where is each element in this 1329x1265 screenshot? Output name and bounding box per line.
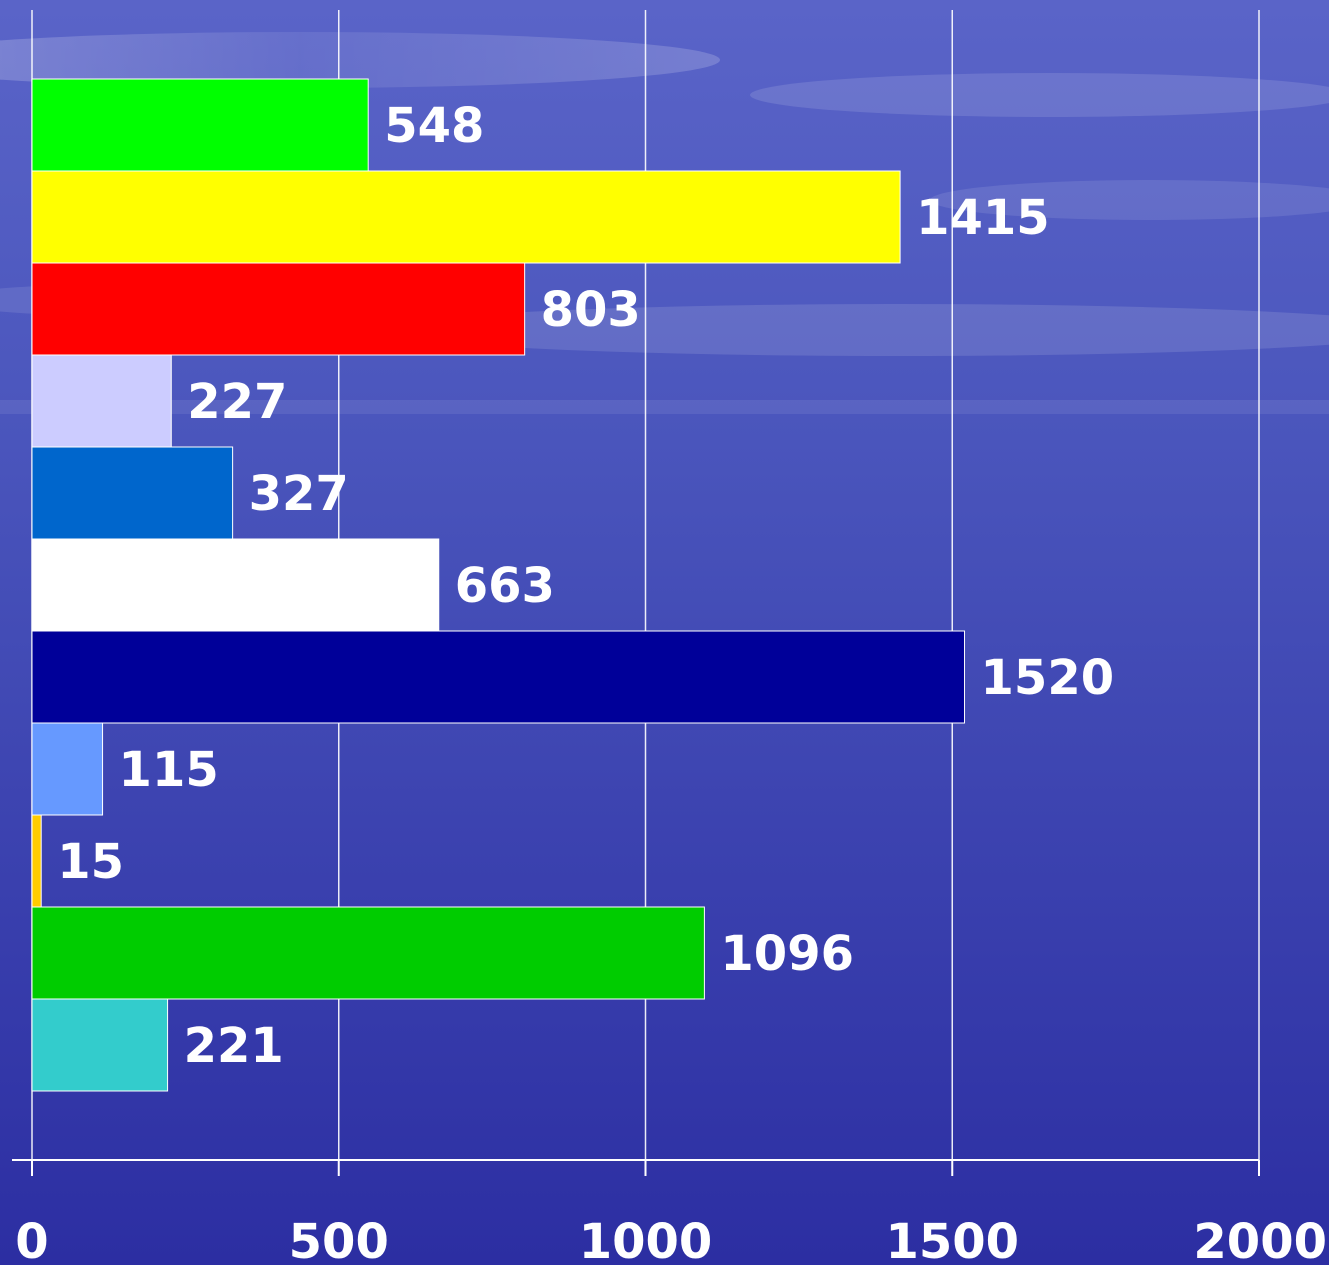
bar-11 [31,998,169,1092]
bar-2 [31,170,901,264]
data-label-10: 1096 [720,926,854,982]
data-label-6: 663 [455,558,555,614]
data-label-8: 115 [119,742,219,798]
bar-10 [31,906,705,1000]
bar-7 [31,630,966,724]
bar-8 [31,722,104,816]
x-tick-label-1000: 1000 [579,1214,713,1265]
x-axis: 0 500 1000 1500 2000 [12,1159,1327,1265]
bar-1 [31,78,369,172]
data-label-5: 327 [249,466,349,522]
data-labels: 548 1415 803 227 327 663 1520 115 15 1096 221 [57,98,1114,1074]
data-label-1: 548 [384,98,484,154]
bar-3 [31,262,526,356]
x-tick-label-0: 0 [15,1214,48,1265]
bar-5 [31,446,234,540]
data-label-3: 803 [541,282,641,338]
bars [31,78,966,1092]
data-label-4: 227 [187,374,287,430]
bar-6 [31,538,440,632]
data-label-11: 221 [184,1018,284,1074]
data-label-7: 1520 [981,650,1115,706]
x-tick-label-500: 500 [289,1214,389,1265]
x-tick-label-2000: 2000 [1193,1214,1327,1265]
bar-9 [31,814,42,908]
x-tick-label-1500: 1500 [885,1214,1019,1265]
data-label-2: 1415 [916,190,1050,246]
bar-4 [31,354,172,448]
data-label-9: 15 [57,834,124,890]
